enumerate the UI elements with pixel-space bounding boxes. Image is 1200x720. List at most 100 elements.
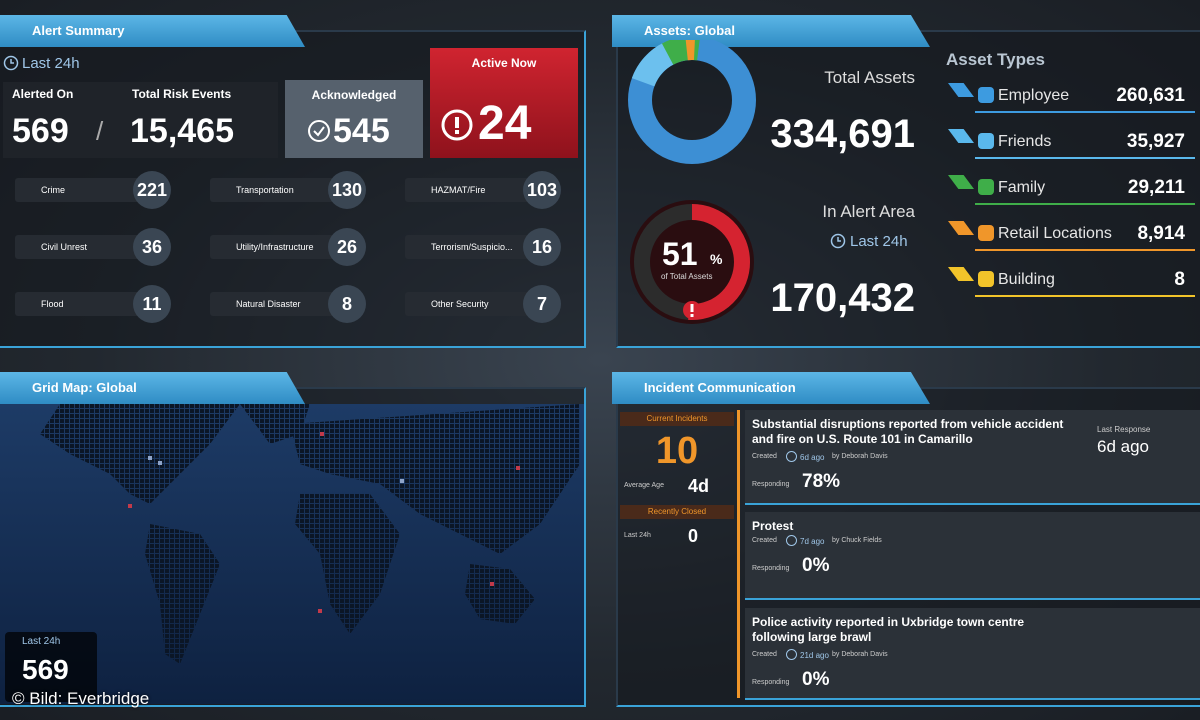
alert-box	[3, 82, 278, 158]
created-by: by Deborah Davis	[832, 651, 888, 658]
incident-card	[745, 512, 1200, 600]
watermark: © Bild: Everbridge	[12, 689, 150, 708]
gauge-caption: of Total Assets	[661, 272, 713, 281]
type-value: 8,914	[1137, 223, 1185, 244]
responding-value: 0%	[802, 669, 830, 690]
gauge-percent: 51	[662, 236, 698, 272]
category-count: 103	[523, 171, 561, 209]
created-ago: 6d ago	[800, 453, 825, 462]
category-label: HAZMAT/Fire	[405, 178, 530, 202]
value: 10	[655, 430, 699, 472]
category-label: Utility/Infrastructure	[210, 235, 335, 259]
label: Average Age	[624, 482, 664, 489]
header-bar	[620, 412, 734, 426]
value: 334,691	[770, 112, 915, 156]
panel-title: Grid Map: Global	[0, 372, 305, 404]
category-label: Flood	[15, 292, 140, 316]
type-line	[975, 111, 1195, 113]
label: Active Now	[471, 56, 537, 70]
label: Recently Closed	[647, 507, 707, 516]
created-by: by Chuck Fields	[832, 537, 882, 544]
responding-value: 78%	[802, 471, 841, 492]
clock-icon	[786, 649, 797, 660]
world-map	[0, 404, 584, 704]
value: 24	[478, 97, 532, 150]
ack-box	[285, 80, 423, 158]
category-count: 221	[133, 171, 171, 209]
value: 569	[22, 654, 69, 685]
value: 15,465	[130, 112, 234, 150]
type-icon	[978, 133, 994, 149]
clock-icon	[830, 233, 846, 249]
last-response-label: Last Response	[1097, 425, 1151, 434]
type-icon	[978, 87, 994, 103]
panel-title: Assets: Global	[612, 15, 930, 47]
category-count: 8	[328, 285, 366, 323]
period: Last 24h	[850, 233, 908, 250]
incident-card	[745, 410, 1200, 505]
panel-title: Incident Communication	[612, 372, 930, 404]
category-label: Crime	[15, 178, 140, 202]
type-label: Building	[998, 271, 1055, 288]
created-label: Created	[752, 537, 777, 544]
created-label: Created	[752, 651, 777, 658]
header-bar	[620, 505, 734, 519]
value: 170,432	[770, 276, 915, 320]
type-line	[975, 203, 1195, 205]
period: Last 24h	[22, 55, 80, 72]
incident-title: Substantial disruptions reported from ve…	[752, 417, 1064, 446]
category-count: 16	[523, 228, 561, 266]
asset-graphics	[628, 40, 756, 324]
responding-label: Responding	[752, 679, 790, 686]
alert-icon	[441, 109, 473, 141]
category-label: Civil Unrest	[15, 235, 140, 259]
period: Last 24h	[22, 636, 61, 647]
panel-title: Alert Summary	[0, 15, 305, 47]
gauge-unit: %	[710, 251, 723, 267]
type-icon	[978, 179, 994, 195]
created-by: by Deborah Davis	[832, 453, 888, 460]
category-count: 11	[133, 285, 171, 323]
type-line	[975, 295, 1195, 297]
incident-title: Police activity reported in Uxbridge tow…	[752, 615, 1025, 644]
divider	[737, 410, 740, 698]
label: In Alert Area	[822, 202, 915, 221]
clock-icon	[786, 535, 797, 546]
created-ago: 21d ago	[800, 651, 829, 660]
clock-icon	[786, 451, 797, 462]
type-icon	[978, 225, 994, 241]
value: 569	[12, 112, 69, 150]
label: Total Risk Events	[132, 87, 232, 101]
category-label: Natural Disaster	[210, 292, 335, 316]
created-label: Created	[752, 453, 777, 460]
type-label: Friends	[998, 133, 1052, 150]
responding-label: Responding	[752, 481, 790, 488]
label: Last 24h	[624, 532, 651, 539]
type-icon	[978, 271, 994, 287]
category-label: Terrorism/Suspicio...	[405, 235, 530, 259]
created-ago: 7d ago	[800, 537, 825, 546]
type-value: 8	[1174, 269, 1185, 290]
category-count: 130	[328, 171, 366, 209]
value: 4d	[688, 476, 710, 496]
category-label: Transportation	[210, 178, 335, 202]
incident-card	[745, 608, 1200, 700]
separator: /	[96, 116, 104, 146]
label: Current Incidents	[646, 414, 708, 423]
value: 0	[688, 526, 699, 546]
category-label: Other Security	[405, 292, 530, 316]
type-value: 29,211	[1127, 177, 1185, 198]
check-icon	[308, 120, 330, 142]
label: Total Assets	[824, 68, 915, 87]
donut-segment	[628, 40, 756, 164]
type-label: Employee	[998, 87, 1070, 104]
value: 545	[333, 112, 390, 150]
category-count: 36	[133, 228, 171, 266]
map-counter	[5, 632, 97, 702]
type-value: 260,631	[1116, 85, 1185, 106]
label: Alerted On	[12, 87, 74, 101]
category-count: 7	[523, 285, 561, 323]
last-response: 6d ago	[1097, 437, 1149, 456]
incident-title: Protest	[752, 519, 794, 533]
